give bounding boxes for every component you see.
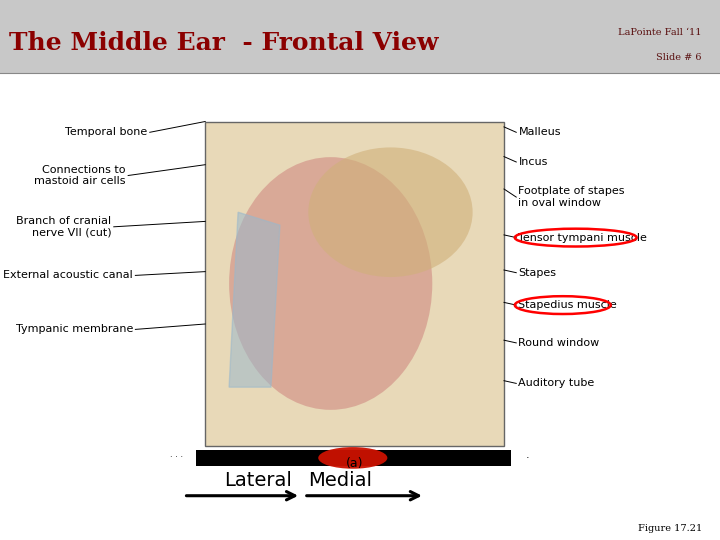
Text: LaPointe Fall ‘11: LaPointe Fall ‘11 (618, 28, 702, 37)
Text: Stapedius muscle: Stapedius muscle (518, 300, 617, 310)
Polygon shape (229, 212, 280, 387)
Bar (205, 122, 504, 446)
Text: · · ·: · · · (170, 454, 183, 462)
Text: Slide # 6: Slide # 6 (657, 53, 702, 62)
Text: Lateral: Lateral (224, 471, 292, 490)
Text: Incus: Incus (518, 157, 548, 167)
Ellipse shape (308, 147, 472, 277)
Text: Round window: Round window (518, 338, 600, 348)
Text: Figure 17.21: Figure 17.21 (638, 524, 702, 532)
Bar (196, 450, 511, 466)
Text: Medial: Medial (308, 471, 372, 490)
Text: Auditory tube: Auditory tube (518, 379, 595, 388)
Text: Connections to
mastoid air cells: Connections to mastoid air cells (35, 165, 126, 186)
Text: Malleus: Malleus (518, 127, 561, 137)
Text: Stapes: Stapes (518, 268, 557, 278)
Text: Temporal bone: Temporal bone (66, 127, 148, 137)
Text: Tympanic membrane: Tympanic membrane (16, 325, 133, 334)
Bar (0, 0, 720, 73)
Text: Tensor tympani muscle: Tensor tympani muscle (518, 233, 647, 242)
Ellipse shape (318, 447, 387, 469)
Ellipse shape (229, 157, 432, 410)
Text: The Middle Ear  - Frontal View: The Middle Ear - Frontal View (9, 31, 438, 55)
Text: ·: · (526, 453, 529, 463)
Text: External acoustic canal: External acoustic canal (4, 271, 133, 280)
Text: (a): (a) (346, 457, 364, 470)
Text: Branch of cranial
nerve VII (cut): Branch of cranial nerve VII (cut) (17, 216, 112, 238)
Text: Footplate of stapes
in oval window: Footplate of stapes in oval window (518, 186, 625, 208)
